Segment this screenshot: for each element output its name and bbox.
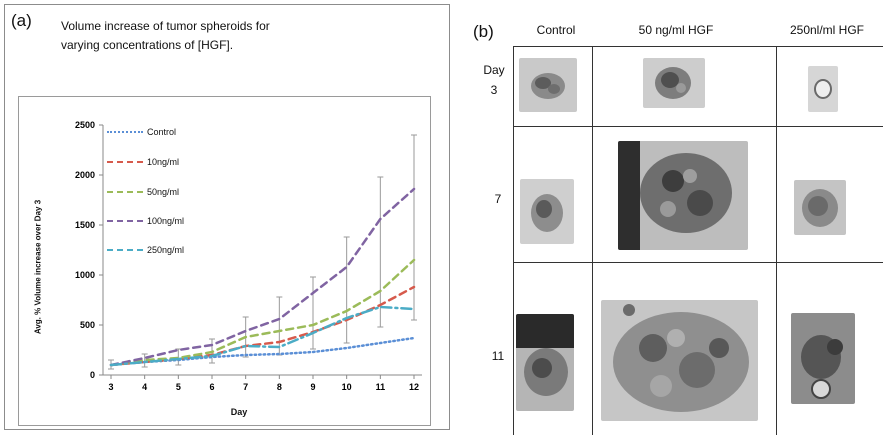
grid-line-col1 <box>592 46 593 435</box>
micrograph-250ng-day7 <box>794 180 846 235</box>
column-header-50ng: 50 ng/ml HGF <box>638 23 714 37</box>
series-line-50ng <box>109 258 416 367</box>
panel-a-title-line1: Volume increase of tumor spheroids for <box>61 19 270 33</box>
x-tick-label: 11 <box>376 382 386 392</box>
grid-line-row1 <box>513 126 883 127</box>
legend-swatch-10ng <box>107 161 143 163</box>
x-axis-label: Day <box>230 407 248 417</box>
series-line-250ng <box>109 305 416 367</box>
legend-label-100ng: 100ng/ml <box>147 216 185 226</box>
y-tick-label: 2000 <box>75 170 95 180</box>
y-axis-label: Avg. % Volume increase over Day 3 <box>33 199 43 335</box>
x-tick-label: 10 <box>342 382 352 392</box>
row-label-day7: 7 <box>494 192 502 206</box>
legend-label-250ng: 250ng/ml <box>147 245 185 255</box>
grid-line-top <box>513 46 883 47</box>
y-tick-label: 1500 <box>75 220 95 230</box>
column-header-250ng: 250nl/ml HGF <box>789 23 865 37</box>
grid-line-left <box>513 46 514 435</box>
micrograph-50ng-day7 <box>618 141 748 250</box>
row-label-day3: Day 3 <box>483 63 505 97</box>
micrograph-control-day7 <box>520 179 574 244</box>
micrograph-50ng-day11 <box>601 300 758 421</box>
x-tick-label: 12 <box>409 382 419 392</box>
chart-frame: 0 500 1000 1500 2000 2500 3 4 5 6 7 8 9 10 11 12 Avg. %… <box>18 96 431 426</box>
y-tick-label: 0 <box>90 370 95 380</box>
micrograph-control-day3 <box>519 58 577 112</box>
legend-swatch-control <box>107 131 143 133</box>
grid-line-col2 <box>776 46 777 435</box>
legend-swatch-50ng <box>107 191 143 193</box>
panel-a-title-line2: varying concentrations of [HGF]. <box>61 38 234 52</box>
panel-b-label: (b) <box>473 22 494 41</box>
x-tick-label: 6 <box>209 382 214 392</box>
line-chart: 0 500 1000 1500 2000 2500 3 4 5 6 7 8 9 10 11 12 <box>75 120 422 392</box>
row-label-day11: 11 <box>491 349 505 363</box>
series-line-100ng <box>109 187 416 367</box>
x-tick-label: 7 <box>243 382 248 392</box>
panel-a-title: Volume increase of tumor spheroids for v… <box>61 17 361 55</box>
x-tick-label: 5 <box>176 382 181 392</box>
legend-swatch-100ng <box>107 220 143 222</box>
column-header-control: Control <box>536 23 576 37</box>
y-tick-label: 500 <box>80 320 95 330</box>
x-tick-label: 8 <box>277 382 282 392</box>
legend-swatch-250ng <box>107 249 143 251</box>
micrograph-control-day11 <box>516 314 574 411</box>
panel-a: (a) Volume increase of tumor spheroids f… <box>4 4 450 430</box>
y-tick-label: 1000 <box>75 270 95 280</box>
x-tick-label: 4 <box>142 382 147 392</box>
micrograph-250ng-day11 <box>791 313 855 404</box>
legend-label-10ng: 10ng/ml <box>147 157 180 167</box>
legend-label-50ng: 50ng/ml <box>147 187 180 197</box>
x-tick-label: 9 <box>310 382 315 392</box>
micrograph-50ng-day3 <box>643 58 705 108</box>
x-tick-label: 3 <box>108 382 113 392</box>
y-tick-label: 2500 <box>75 120 95 130</box>
micrograph-250ng-day3 <box>808 66 838 112</box>
grid-line-row2 <box>513 262 883 263</box>
legend-label-control: Control <box>147 127 177 137</box>
panel-a-label: (a) <box>11 11 32 30</box>
